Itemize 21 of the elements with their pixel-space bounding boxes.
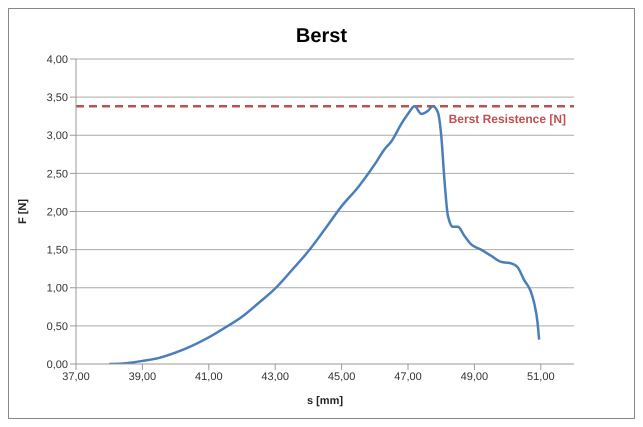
ref-line-label: Berst Resistence [N] bbox=[448, 112, 566, 126]
x-tick-label: 49,00 bbox=[460, 370, 488, 383]
x-tick-label: 43,00 bbox=[261, 370, 289, 383]
chart-title: Berst bbox=[294, 24, 348, 49]
x-axis-title: s [mm] bbox=[306, 395, 344, 407]
y-tick-label: 3,00 bbox=[46, 130, 68, 142]
y-tick-label: 2,00 bbox=[46, 206, 68, 218]
y-axis-title: F [N] bbox=[16, 198, 29, 224]
x-tick-label: 39,00 bbox=[128, 370, 156, 383]
y-tick-label: 1,50 bbox=[46, 244, 68, 257]
y-tick-label: 2,50 bbox=[46, 168, 68, 180]
x-tick-label: 37,00 bbox=[62, 370, 90, 383]
x-tick-label: 51,00 bbox=[527, 370, 555, 383]
x-tick-label: 45,00 bbox=[328, 370, 356, 383]
x-tick-label: 47,00 bbox=[394, 370, 422, 383]
x-tick-label: 41,00 bbox=[195, 370, 223, 383]
y-tick-label: 0,50 bbox=[46, 320, 68, 333]
y-tick-label: 4,00 bbox=[46, 54, 68, 66]
y-tick-label: 3,50 bbox=[46, 92, 68, 104]
y-tick-label: 1,00 bbox=[46, 282, 68, 295]
y-tick-label: 0,00 bbox=[46, 358, 68, 371]
